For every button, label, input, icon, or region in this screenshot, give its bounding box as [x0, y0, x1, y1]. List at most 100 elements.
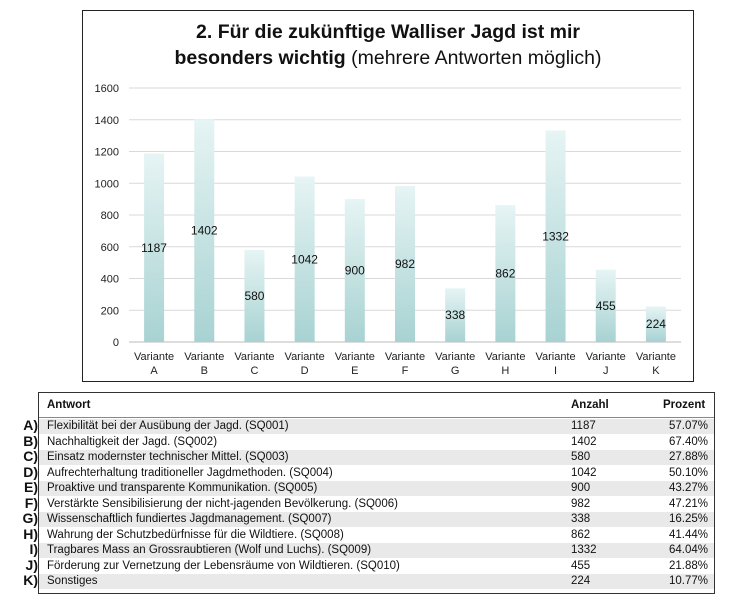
cell-percent: 27.88%	[668, 451, 708, 463]
cell-count: 862	[571, 528, 591, 541]
row-letter: G)	[22, 510, 38, 526]
table-row: Tragbares Mass an Grossraubtieren (Wolf …	[39, 543, 714, 558]
data-label: 900	[345, 264, 365, 278]
bar	[545, 130, 566, 342]
table-row: Wahrung der Schutzbedürfnisse für die Wi…	[39, 528, 714, 543]
row-letter: B)	[23, 432, 38, 449]
cell-answer: Wahrung der Schutzbedürfnisse für die Wi…	[47, 528, 344, 541]
bar	[144, 153, 165, 342]
cell-percent: 47.21%	[668, 497, 708, 510]
cell-percent: 21.88%	[668, 559, 708, 572]
cell-answer: Sonstiges	[47, 575, 98, 587]
bar	[294, 176, 315, 342]
y-tick-label: 400	[101, 274, 119, 286]
cell-count: 982	[571, 497, 591, 510]
y-tick-label: 1600	[95, 83, 119, 95]
row-letter: H)	[23, 525, 38, 542]
bar	[244, 249, 265, 342]
bar	[645, 306, 666, 342]
x-tick-label: Variante J	[586, 351, 626, 377]
y-tick-label: 200	[101, 305, 119, 317]
bar	[194, 119, 215, 343]
cell-percent: 10.77%	[668, 575, 708, 587]
data-label: 862	[495, 267, 515, 281]
chart-title: 2. Für die zukünftige Walliser Jagd ist …	[83, 19, 693, 71]
y-tick-label: 1000	[95, 178, 119, 190]
chart-title-line2-bold: besonders wichtig	[174, 47, 346, 69]
chart-panel: 2. Für die zukünftige Walliser Jagd ist …	[82, 10, 694, 382]
cell-count: 1332	[571, 544, 597, 556]
y-tick-label: 1200	[95, 147, 119, 159]
cell-answer: Tragbares Mass an Grossraubtieren (Wolf …	[47, 544, 372, 556]
data-label: 1187	[141, 241, 167, 255]
cell-count: 455	[571, 559, 591, 572]
cell-percent: 57.07%	[668, 420, 708, 432]
table-row: Wissenschaftlich fundiertes Jagdmanageme…	[39, 512, 714, 527]
row-letter: E)	[24, 479, 38, 495]
cell-count: 224	[571, 575, 591, 587]
bar	[344, 199, 365, 342]
data-label: 455	[596, 299, 616, 313]
bar	[495, 205, 516, 342]
cell-count: 1187	[571, 420, 596, 432]
table-row: Förderung zur Vernetzung der Lebensräume…	[39, 559, 714, 574]
data-label: 1402	[191, 224, 218, 238]
table-header: Antwort Anzahl Prozent	[39, 393, 714, 418]
table-row: Aufrechterhaltung traditioneller Jagdmet…	[39, 466, 714, 481]
x-tick-label: Variante H	[485, 351, 525, 377]
row-letter: A)	[23, 417, 38, 433]
data-label: 1042	[291, 252, 318, 266]
cell-percent: 64.04%	[668, 544, 708, 556]
table-row: Nachhaltigkeit der Jagd. (SQ002) 1402 67.4…	[39, 435, 714, 450]
table-row: Proaktive und transparente Kommunikation…	[39, 481, 714, 496]
cell-count: 1402	[571, 435, 597, 448]
row-letter: F)	[24, 494, 38, 511]
x-tick-label: Variante B	[184, 351, 224, 377]
cell-answer: Einsatz modernster technischer Mittel. (…	[47, 451, 289, 463]
cell-count: 1042	[571, 466, 597, 479]
cell-answer: Wissenschaftlich fundiertes Jagdmanageme…	[47, 513, 332, 525]
row-letter: J)	[25, 556, 38, 573]
data-label: 982	[395, 257, 415, 271]
cell-answer: Nachhaltigkeit der Jagd. (SQ002)	[47, 435, 218, 448]
cell-answer: Aufrechterhaltung traditioneller Jagdmet…	[47, 466, 333, 479]
cell-count: 580	[571, 451, 591, 463]
row-letter: K)	[23, 572, 38, 588]
data-label: 580	[244, 289, 264, 303]
data-label: 1332	[542, 229, 569, 243]
row-letter: D)	[23, 463, 38, 480]
x-tick-label: Variante F	[385, 351, 425, 377]
x-tick-label: Variante A	[134, 351, 174, 377]
y-tick-label: 0	[113, 337, 119, 349]
cell-percent: 67.40%	[668, 435, 708, 448]
data-label: 338	[445, 308, 465, 322]
y-tick-label: 600	[101, 242, 119, 254]
table-row: Verstärkte Sensibilisierung der nicht-ja…	[39, 497, 714, 512]
table-row: Sonstiges 224 10.77%	[39, 574, 714, 589]
cell-percent: 43.27%	[668, 482, 708, 494]
cell-answer: Verstärkte Sensibilisierung der nicht-ja…	[47, 497, 398, 510]
cell-percent: 50.10%	[668, 466, 708, 479]
x-tick-label: Variante I	[535, 351, 575, 377]
x-tick-label: Variante E	[335, 351, 375, 377]
cell-answer: Flexibilität bei der Ausübung der Jagd. …	[47, 420, 289, 432]
data-label: 224	[646, 317, 666, 331]
y-tick-label: 1400	[95, 115, 119, 127]
header-count: Anzahl	[571, 399, 609, 411]
bar-chart: 0 200 400 600 800 1000 1200 1400 1600 1187 Varian…	[95, 83, 681, 377]
header-answer: Antwort	[47, 399, 91, 411]
x-tick-label: Variante G	[435, 351, 475, 377]
bar	[395, 186, 415, 342]
y-tick-label: 800	[101, 210, 119, 222]
results-table: Antwort Anzahl Prozent Flexibilität bei …	[38, 392, 715, 594]
table-row: Flexibilität bei der Ausübung der Jagd. …	[39, 419, 714, 434]
x-tick-label: Variante C	[234, 351, 274, 377]
cell-answer: Proaktive und transparente Kommunikation…	[47, 482, 318, 494]
cell-percent: 41.44%	[668, 528, 708, 541]
row-letter: I)	[29, 541, 38, 557]
chart-title-line1: 2. Für die zukünftige Walliser Jagd ist …	[196, 21, 580, 43]
cell-count: 338	[571, 513, 591, 525]
bar	[595, 269, 616, 342]
table-row: Einsatz modernster technischer Mittel. (…	[39, 450, 714, 465]
header-percent: Prozent	[663, 399, 706, 411]
